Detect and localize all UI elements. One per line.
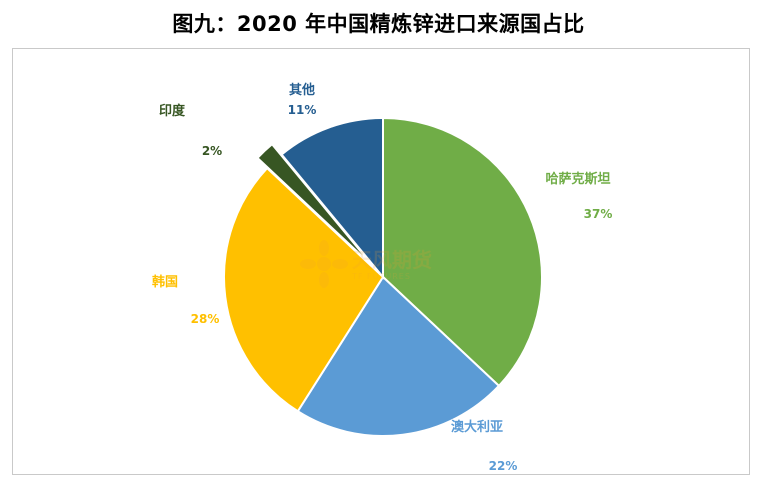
pie-slice-4: [280, 116, 384, 280]
pie-slice-1: [296, 275, 501, 437]
pie-slice-2: [223, 166, 385, 413]
slice-percent-0: 37%: [584, 207, 613, 221]
watermark-logo-icon: [300, 240, 348, 288]
slice-label-1: 澳大利亚: [451, 419, 503, 435]
pie-slice-0: [382, 116, 543, 388]
slice-label-2: 韩国: [152, 274, 178, 290]
chart-frame: [12, 48, 750, 475]
pie-slices: [223, 116, 543, 437]
slice-label-4: 其他: [289, 82, 315, 98]
slice-percent-2: 28%: [191, 312, 220, 326]
slice-percent-4: 11%: [288, 103, 317, 117]
watermark-text: 天风期货: [352, 248, 432, 272]
slice-label-3: 印度: [159, 103, 186, 119]
watermark-subtext: TF FUTURES: [352, 272, 411, 281]
watermark: 天风期货 TF FUTURES: [300, 240, 480, 300]
slice-percent-3: 2%: [202, 144, 222, 158]
pie-labels: 哈萨克斯坦 37% 澳大利亚 22% 韩国 28% 印度 2% 其他 11%: [152, 82, 612, 473]
slice-percent-1: 22%: [489, 459, 518, 473]
chart-title: 图九：2020 年中国精炼锌进口来源国占比: [172, 12, 585, 36]
pie-slice-3: [256, 142, 375, 268]
slice-label-0: 哈萨克斯坦: [545, 171, 610, 187]
